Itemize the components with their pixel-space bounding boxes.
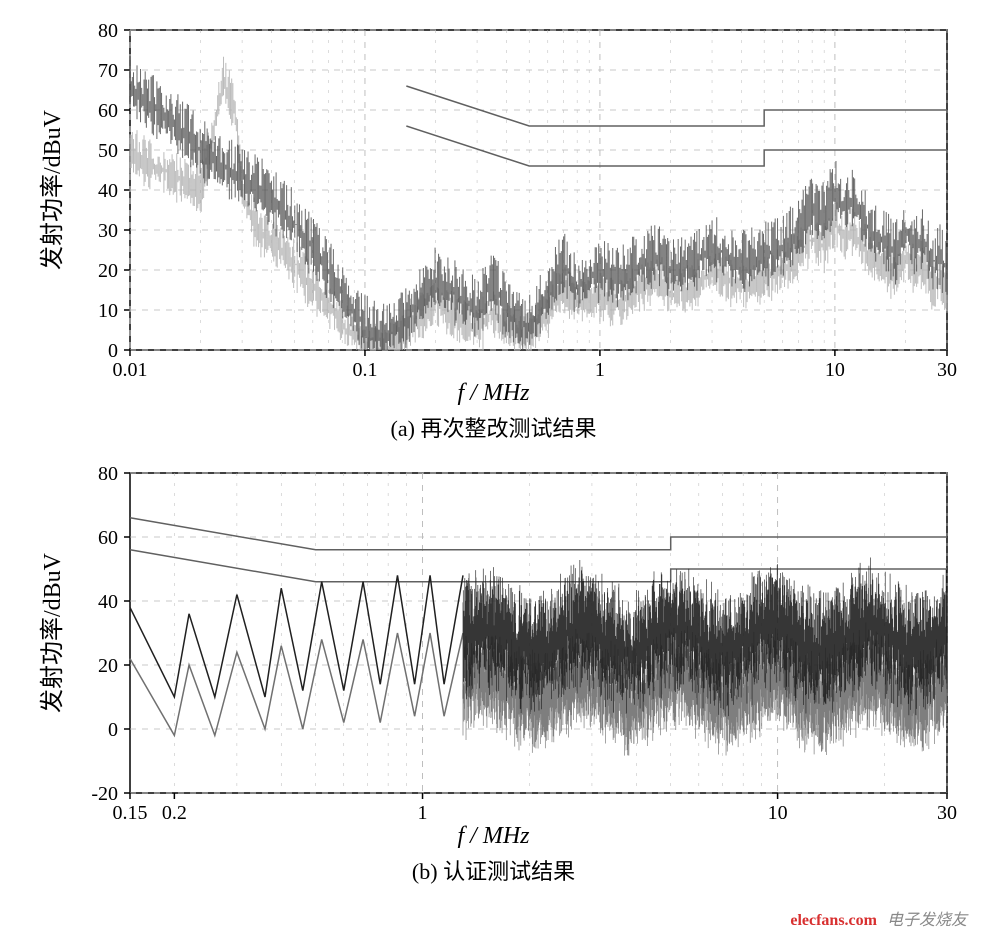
- chart-b-caption: (b) 认证测试结果: [20, 854, 967, 886]
- svg-text:20: 20: [98, 655, 118, 677]
- watermark-red: elecfans.com: [790, 912, 877, 929]
- svg-text:50: 50: [98, 140, 118, 162]
- svg-text:60: 60: [98, 100, 118, 122]
- svg-text:30: 30: [98, 220, 118, 242]
- figure-container: 0 10 20 30 40 50 60 70 80 0.01 0.1 1 10 30 发射功率/dBuV f…: [20, 20, 967, 930]
- svg-text:10: 10: [98, 300, 118, 322]
- chart-b-xlabel: f / MHz: [20, 823, 967, 850]
- svg-text:70: 70: [98, 60, 118, 82]
- svg-text:0.15: 0.15: [113, 802, 148, 823]
- svg-text:10: 10: [825, 359, 845, 380]
- svg-text:80: 80: [98, 463, 118, 485]
- chart-a-svg: 010203040506070800.010.111030发射功率/dBuV: [20, 20, 967, 380]
- svg-text:1: 1: [595, 359, 605, 380]
- chart-b-svg: -200204060800.150.211030发射功率/dBuV: [20, 463, 967, 823]
- chart-a-xlabel: f / MHz: [20, 380, 967, 407]
- svg-text:40: 40: [98, 180, 118, 202]
- svg-text:0: 0: [108, 719, 118, 741]
- svg-text:10: 10: [768, 802, 788, 823]
- svg-text:0.2: 0.2: [162, 802, 187, 823]
- svg-text:60: 60: [98, 527, 118, 549]
- svg-text:0.1: 0.1: [352, 359, 377, 380]
- watermark-gray: 电子发烧友: [887, 912, 967, 929]
- svg-text:发射功率/dBuV: 发射功率/dBuV: [39, 552, 66, 713]
- chart-a-block: 010203040506070800.010.111030发射功率/dBuV f…: [20, 20, 967, 443]
- svg-text:40: 40: [98, 591, 118, 613]
- chart-a-caption: (a) 再次整改测试结果: [20, 411, 967, 443]
- svg-text:80: 80: [98, 20, 118, 42]
- svg-text:30: 30: [937, 802, 957, 823]
- chart-b-block: -200204060800.150.211030发射功率/dBuV f / MH…: [20, 463, 967, 886]
- watermark: elecfans.com 电子发烧友: [20, 906, 967, 930]
- svg-text:发射功率/dBuV: 发射功率/dBuV: [39, 109, 66, 270]
- svg-text:30: 30: [937, 359, 957, 380]
- svg-text:1: 1: [418, 802, 428, 823]
- svg-text:0.01: 0.01: [113, 359, 148, 380]
- svg-text:20: 20: [98, 260, 118, 282]
